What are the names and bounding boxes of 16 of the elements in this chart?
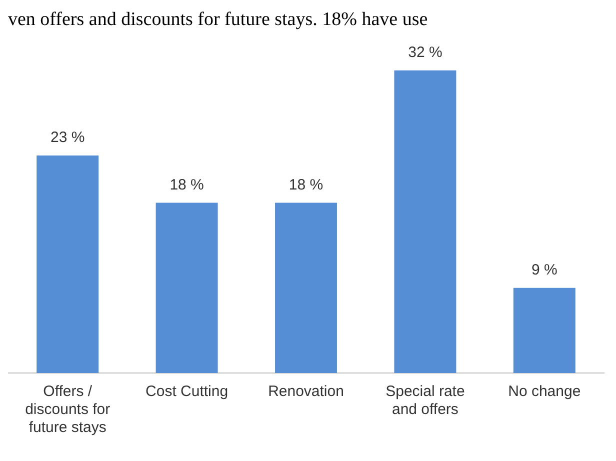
bar — [394, 70, 456, 373]
bar — [156, 202, 218, 373]
data-label: 32 % — [408, 44, 442, 62]
x-tick-label: Offers / discounts for future stays — [25, 383, 110, 436]
data-label: 18 % — [170, 176, 204, 194]
x-tick-label: Cost Cutting — [146, 383, 228, 400]
x-tick-label: Renovation — [268, 383, 344, 400]
x-tick-label: No change — [508, 383, 581, 400]
text: ven offers and discounts for future stays. 18% have use — [8, 8, 429, 32]
data-label: 9 % — [531, 262, 558, 279]
bar — [36, 155, 99, 373]
bar — [513, 288, 576, 373]
x-tick-label: Special rate and offers — [386, 383, 465, 418]
data-label: 18 % — [288, 176, 324, 194]
data-label: 23 % — [50, 129, 85, 146]
bar — [275, 202, 337, 373]
